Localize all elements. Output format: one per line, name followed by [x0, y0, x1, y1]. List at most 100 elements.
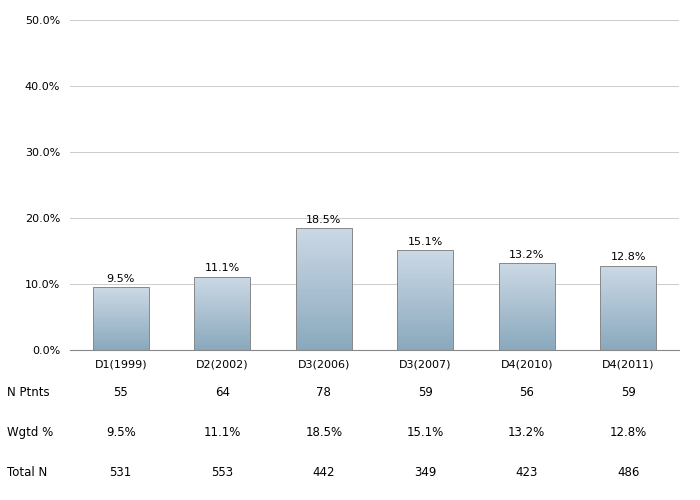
Bar: [296, 322, 351, 324]
Bar: [499, 315, 554, 316]
Bar: [499, 308, 554, 310]
Bar: [398, 278, 453, 279]
Bar: [195, 328, 250, 329]
Bar: [601, 329, 656, 330]
Bar: [499, 275, 554, 276]
Bar: [499, 280, 554, 281]
Bar: [601, 310, 656, 311]
Bar: [296, 240, 351, 242]
Bar: [499, 339, 554, 340]
Bar: [195, 340, 250, 341]
Bar: [601, 295, 656, 296]
Bar: [195, 288, 250, 290]
Bar: [296, 309, 351, 310]
Bar: [601, 338, 656, 340]
Bar: [195, 331, 250, 332]
Bar: [398, 285, 453, 286]
Bar: [398, 340, 453, 342]
Bar: [296, 244, 351, 246]
Bar: [296, 266, 351, 268]
Bar: [195, 283, 250, 284]
Bar: [195, 327, 250, 328]
Bar: [398, 276, 453, 278]
Bar: [195, 307, 250, 308]
Bar: [499, 338, 554, 339]
Bar: [296, 328, 351, 330]
Text: 12.8%: 12.8%: [610, 252, 646, 262]
Bar: [398, 294, 453, 295]
Bar: [499, 286, 554, 287]
Bar: [195, 319, 250, 320]
Bar: [195, 312, 250, 314]
Bar: [398, 329, 453, 330]
Bar: [499, 284, 554, 286]
Bar: [296, 264, 351, 266]
Bar: [398, 304, 453, 305]
Bar: [93, 316, 148, 317]
Bar: [195, 286, 250, 287]
Bar: [296, 341, 351, 342]
Bar: [398, 263, 453, 264]
Bar: [296, 326, 351, 327]
Bar: [296, 306, 351, 308]
Bar: [296, 228, 351, 230]
Bar: [398, 346, 453, 348]
Bar: [398, 338, 453, 339]
Bar: [601, 298, 656, 300]
Bar: [93, 331, 148, 332]
Bar: [499, 318, 554, 320]
Bar: [93, 288, 148, 350]
Bar: [499, 335, 554, 336]
Bar: [398, 254, 453, 256]
Bar: [195, 292, 250, 293]
Bar: [499, 302, 554, 303]
Bar: [195, 305, 250, 306]
Bar: [296, 263, 351, 264]
Bar: [499, 344, 554, 346]
Bar: [296, 296, 351, 298]
Bar: [195, 344, 250, 346]
Bar: [499, 294, 554, 296]
Bar: [601, 300, 656, 302]
Bar: [195, 315, 250, 316]
Bar: [296, 231, 351, 232]
Bar: [93, 334, 148, 335]
Bar: [601, 275, 656, 276]
Bar: [93, 291, 148, 292]
Text: 442: 442: [312, 466, 335, 479]
Bar: [195, 318, 250, 319]
Bar: [195, 300, 250, 302]
Bar: [601, 288, 656, 289]
Bar: [601, 332, 656, 333]
Bar: [195, 341, 250, 342]
Bar: [296, 320, 351, 321]
Text: 423: 423: [516, 466, 538, 479]
Bar: [296, 276, 351, 278]
Bar: [398, 250, 453, 350]
Bar: [93, 338, 148, 339]
Bar: [93, 346, 148, 347]
Bar: [499, 277, 554, 278]
Bar: [398, 324, 453, 325]
Bar: [296, 310, 351, 312]
Text: 349: 349: [414, 466, 436, 479]
Bar: [296, 288, 351, 289]
Bar: [499, 291, 554, 292]
Bar: [601, 320, 656, 322]
Bar: [93, 322, 148, 324]
Bar: [398, 349, 453, 350]
Bar: [195, 298, 250, 300]
Bar: [195, 285, 250, 286]
Bar: [601, 293, 656, 294]
Bar: [296, 294, 351, 295]
Bar: [195, 276, 250, 278]
Bar: [296, 282, 351, 283]
Bar: [499, 265, 554, 266]
Bar: [398, 325, 453, 326]
Text: 18.5%: 18.5%: [306, 214, 342, 224]
Text: 553: 553: [211, 466, 233, 479]
Bar: [499, 292, 554, 294]
Bar: [195, 326, 250, 327]
Bar: [499, 346, 554, 348]
Text: 56: 56: [519, 386, 534, 399]
